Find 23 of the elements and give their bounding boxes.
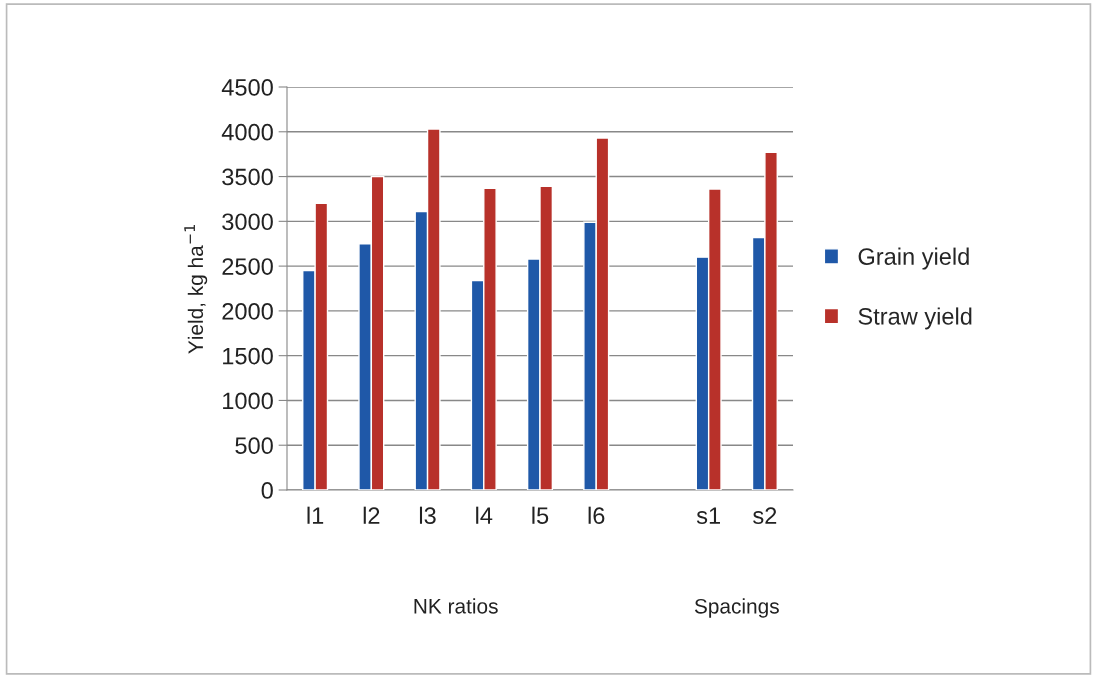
y-tick-label: 500 (235, 437, 273, 455)
y-tick-label: 1000 (223, 392, 273, 410)
y-tick-label: 4000 (221, 123, 273, 141)
x-tick-label: s2 (753, 507, 777, 525)
y-tick-label: 2000 (222, 302, 273, 320)
x-tick-label: l6 (588, 506, 605, 525)
text: NK ratios (414, 598, 498, 614)
x-tick-label: l1 (307, 506, 324, 524)
x-tick-label: l4 (476, 506, 493, 524)
legend-label: Grain yield (858, 247, 969, 270)
y-tick-label: 3000 (222, 213, 273, 231)
x-tick-label: l3 (419, 506, 436, 525)
x-tick-label: l2 (363, 506, 380, 524)
text: Spacings (694, 598, 779, 618)
x-tick-label: s1 (696, 507, 720, 525)
y-tick-label: 0 (261, 482, 273, 499)
x-tick-label: l5 (532, 506, 549, 525)
y-tick-label: 2500 (222, 258, 273, 275)
y-axis-title: Yield, kg ha$^{−1}$ (184, 224, 208, 354)
y-tick-label: 3500 (222, 168, 273, 186)
legend-label: Straw yield (858, 307, 972, 330)
y-tick-label: 4500 (221, 79, 273, 96)
y-tick-label: 1500 (223, 347, 273, 365)
